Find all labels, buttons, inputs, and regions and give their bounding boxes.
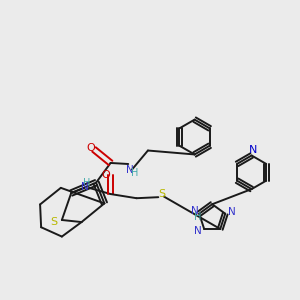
Text: N: N xyxy=(194,226,202,236)
Text: H: H xyxy=(131,168,139,178)
Text: O: O xyxy=(86,143,95,153)
Text: N: N xyxy=(191,206,198,216)
Text: H: H xyxy=(194,212,201,222)
Text: H: H xyxy=(83,178,91,188)
Text: N: N xyxy=(228,207,235,217)
Text: N: N xyxy=(126,165,134,175)
Text: N: N xyxy=(249,145,257,155)
Text: S: S xyxy=(158,189,166,199)
Text: O: O xyxy=(101,170,110,180)
Text: S: S xyxy=(50,218,58,227)
Text: N: N xyxy=(81,182,88,192)
